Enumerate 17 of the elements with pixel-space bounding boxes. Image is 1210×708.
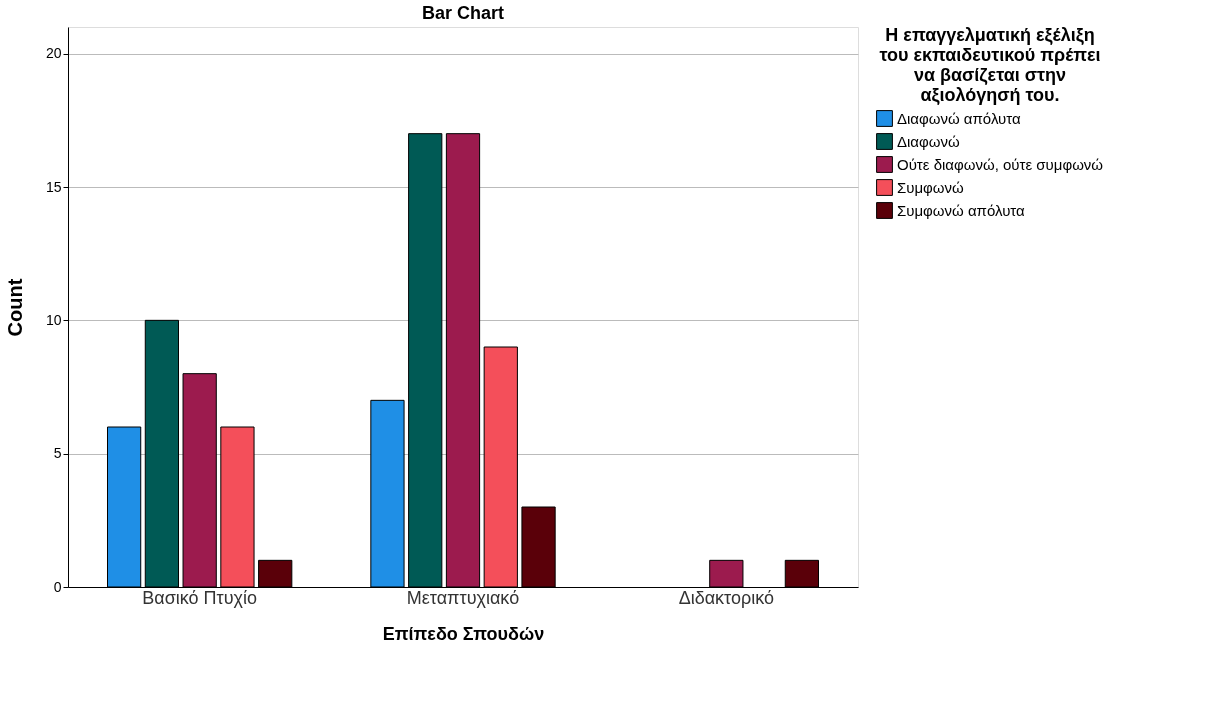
y-axis-title: Count	[3, 278, 26, 337]
x-tick-label: Βασικό Πτυχίο	[142, 587, 258, 608]
x-axis-title: Επίπεδο Σπουδών	[382, 623, 545, 644]
y-tick-label: 5	[53, 445, 62, 462]
legend-label: Συμφωνώ απόλυτα	[897, 201, 1026, 219]
legend-label: Διαφωνώ απόλυτα	[897, 109, 1021, 127]
y-tick-label: 0	[53, 578, 62, 595]
legend-title: Η επαγγελματική εξέλιξη του εκπαιδευτικού πρέπει να βασίζεται στην αξιολόγησή του.	[879, 25, 1101, 106]
chart-title: Bar Chart	[421, 3, 505, 23]
x-tick-label: Διδακτορικό	[678, 587, 775, 608]
x-tick-label: Μεταπτυχιακό	[406, 587, 520, 608]
y-tick-label: 20	[45, 45, 62, 62]
legend-label: Διαφωνώ	[897, 132, 960, 150]
y-tick-label: 15	[45, 178, 62, 195]
legend-label: Συμφωνώ	[897, 178, 965, 196]
y-tick-label: 10	[45, 311, 62, 328]
legend-label: Ούτε διαφωνώ, ούτε συμφωνώ	[897, 155, 1104, 173]
